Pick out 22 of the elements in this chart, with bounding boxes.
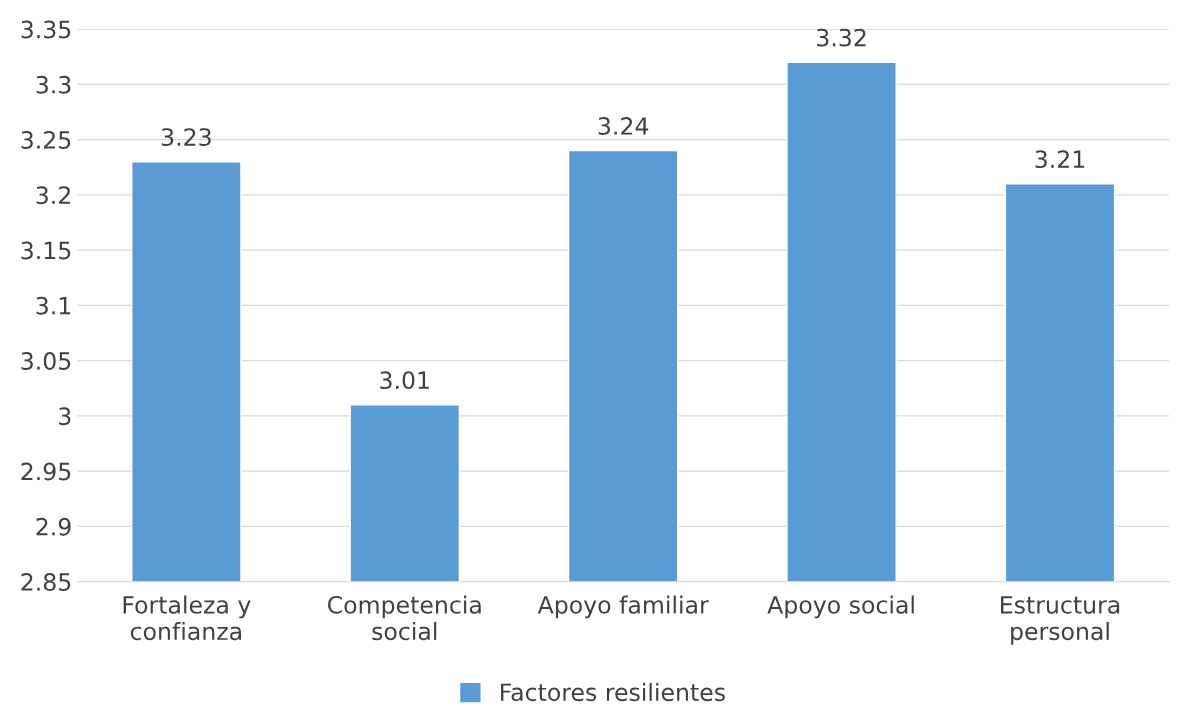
y-tick-label: 3.2 [36, 186, 70, 205]
x-tick-label: Competencia social [327, 595, 481, 641]
y-tick-label: 3.1 [36, 296, 71, 315]
x-tick-label: Estructura personal [1001, 596, 1120, 645]
y-tick-label: 3.25 [21, 131, 71, 149]
y-tick-label: 3.15 [21, 241, 71, 260]
y-tick-label: 2.9 [36, 517, 71, 536]
y-tick-label: 2.85 [21, 573, 71, 591]
y-tick-label: 2.95 [21, 462, 71, 481]
y-tick-label: 3 [59, 407, 71, 426]
data-label: 3.32 [817, 28, 866, 47]
data-label: 3.21 [1035, 150, 1085, 169]
y-tick-label: 3.35 [21, 20, 71, 39]
x-tick-label: Fortaleza y confianza [123, 595, 251, 641]
x-tick-label: Apoyo familiar [537, 595, 709, 619]
data-label: 3.23 [161, 128, 211, 146]
y-tick-label: 3.3 [36, 75, 71, 94]
y-tick-label: 3.05 [21, 352, 71, 370]
data-label: 3.24 [598, 117, 649, 135]
x-tick-label: Apoyo social [767, 595, 914, 619]
legend-label: Factores resilientes [501, 682, 725, 702]
data-label: 3.01 [380, 371, 429, 390]
